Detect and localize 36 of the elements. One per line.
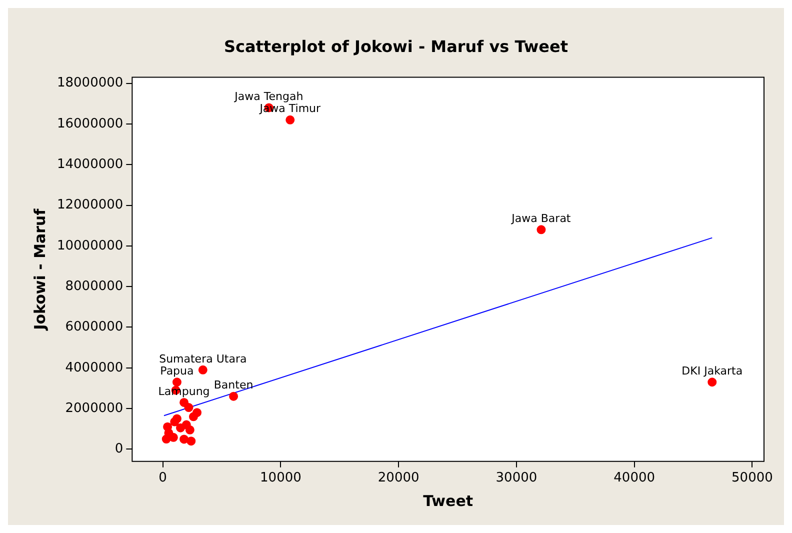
x-tick-label: 30000 [496,470,538,486]
point [198,365,208,374]
point [185,425,194,434]
point [286,115,295,124]
chart-title: Scatterplot of Jokowi - Maruf vs Tweet [224,36,568,56]
y-tick-label: 16000000 [56,116,124,132]
point [184,403,194,412]
point [708,378,717,387]
y-tick-label: 18000000 [56,76,124,91]
y-axis-title: Jokowi - Maruf [30,208,49,331]
x-tick-label: 10000 [260,470,302,486]
point [170,417,180,426]
annotation: Jawa Barat [510,212,572,226]
y-tick-label: 6000000 [65,320,124,335]
x-tick-label: 20000 [378,470,420,486]
annotation: DKI Jakarta [682,364,743,378]
y-tick-label: 8000000 [65,278,124,294]
annotation: Papua [160,364,194,378]
point [536,225,546,234]
y-tick-label: 12000000 [56,198,124,213]
y-tick-label: 14000000 [56,156,124,172]
point [172,378,182,387]
y-tick-label: 2000000 [65,400,124,416]
y-tick-label: 4000000 [65,360,124,376]
point [188,412,198,422]
y-tick-label: 10000000 [56,238,124,254]
annotation: Banten [214,378,254,392]
point [229,392,238,401]
y-tick-label: 0 [114,442,124,457]
annotation: Sumatera Utara [159,352,247,366]
x-tick-label: 40000 [614,470,656,486]
x-axis-title: Tweet [423,492,474,510]
annotation: Jawa Tengah [234,90,304,104]
x-tick-label: 0 [158,470,167,486]
point [186,436,196,446]
x-tick-label: 50000 [732,470,773,486]
